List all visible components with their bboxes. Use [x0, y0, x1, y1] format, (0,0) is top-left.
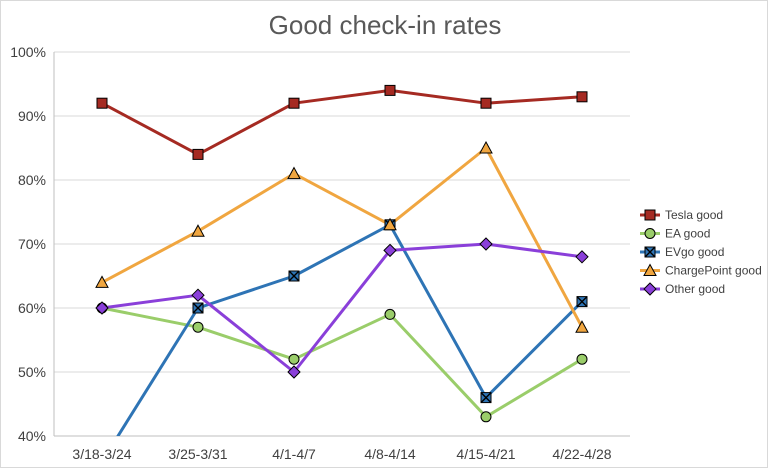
x-tick-label: 3/18-3/24 — [72, 446, 131, 462]
legend-item-tesla-good: Tesla good — [640, 208, 723, 222]
x-tick-label: 4/8-4/14 — [364, 446, 416, 462]
legend-item-chargepoint-good: ChargePoint good — [640, 263, 762, 278]
data-point-chargepoint-good — [575, 320, 589, 333]
data-point-chargepoint-good — [191, 224, 205, 237]
series-line-chargepoint-good — [100, 146, 584, 329]
legend-item-ea-good: EA good — [640, 227, 710, 241]
data-point-other-good — [191, 288, 205, 302]
legend-label: EA good — [665, 227, 710, 241]
data-point-other-good — [287, 365, 301, 379]
data-point-other-good — [383, 243, 397, 258]
legend-marker — [644, 228, 656, 239]
y-tick-label: 50% — [18, 364, 46, 380]
data-point-tesla-good — [576, 91, 588, 103]
legend-item-other-good: Other good — [640, 282, 725, 296]
data-point-evgo-good — [192, 302, 204, 314]
axes — [53, 52, 630, 437]
legend-label: Other good — [665, 282, 725, 296]
series-line-evgo-good — [116, 223, 584, 436]
series-line-ea-good — [100, 306, 584, 419]
y-tick-label: 40% — [18, 428, 46, 444]
legend-label: ChargePoint good — [665, 264, 762, 278]
legend-label: Tesla good — [665, 208, 723, 222]
data-point-ea-good — [384, 308, 396, 320]
data-point-chargepoint-good — [383, 217, 397, 231]
x-tick-label: 4/1-4/7 — [272, 446, 316, 462]
data-point-other-good — [575, 250, 589, 264]
data-point-tesla-good — [96, 97, 108, 109]
x-tick-label: 4/15-4/21 — [456, 446, 515, 462]
y-tick-label: 90% — [18, 108, 46, 124]
series-line-other-good — [100, 242, 584, 374]
x-tick-label: 4/22-4/28 — [552, 446, 611, 462]
gridlines — [54, 51, 630, 373]
data-point-tesla-good — [192, 148, 204, 160]
y-tick-label: 60% — [18, 300, 46, 316]
data-point-other-good — [479, 237, 493, 251]
data-point-other-good — [95, 301, 109, 315]
y-tick-label: 100% — [10, 44, 46, 60]
data-point-chargepoint-good — [95, 275, 109, 288]
x-tick-label: 3/25-3/31 — [168, 446, 227, 462]
data-point-evgo-good — [480, 392, 492, 404]
data-point-chargepoint-good — [287, 166, 301, 180]
legend-marker — [644, 246, 656, 258]
x-axis-tick-labels: 3/18-3/24 3/25-3/31 4/1-4/7 4/8-4/14 4/15-4/… — [72, 446, 611, 462]
legend-marker — [643, 263, 657, 276]
legend-label: EVgo good — [665, 245, 724, 259]
y-tick-label: 80% — [18, 172, 46, 188]
data-point-evgo-good — [576, 296, 588, 308]
data-point-tesla-good — [288, 97, 300, 109]
legend-item-evgo-good: EVgo good — [640, 245, 724, 259]
data-point-tesla-good — [384, 84, 396, 96]
data-point-ea-good — [288, 353, 300, 365]
data-point-chargepoint-good — [479, 140, 493, 154]
y-axis-tick-labels: 40% 50% 60% 70% 80% 90% 100% — [10, 44, 46, 444]
data-point-evgo-good — [288, 270, 300, 282]
series-line-tesla-good — [100, 88, 584, 156]
data-point-ea-good — [192, 321, 204, 333]
data-point-ea-good — [480, 411, 492, 423]
legend: Tesla good EA good EVgo good ChargePoint go… — [640, 208, 762, 296]
y-tick-label: 70% — [18, 236, 46, 252]
legend-marker — [644, 209, 656, 221]
data-point-tesla-good — [480, 97, 492, 109]
chart-title: Good check-in rates — [269, 10, 502, 40]
data-point-ea-good — [576, 353, 588, 365]
series-markers — [95, 84, 589, 423]
series-lines — [100, 88, 584, 436]
legend-marker — [643, 282, 657, 296]
